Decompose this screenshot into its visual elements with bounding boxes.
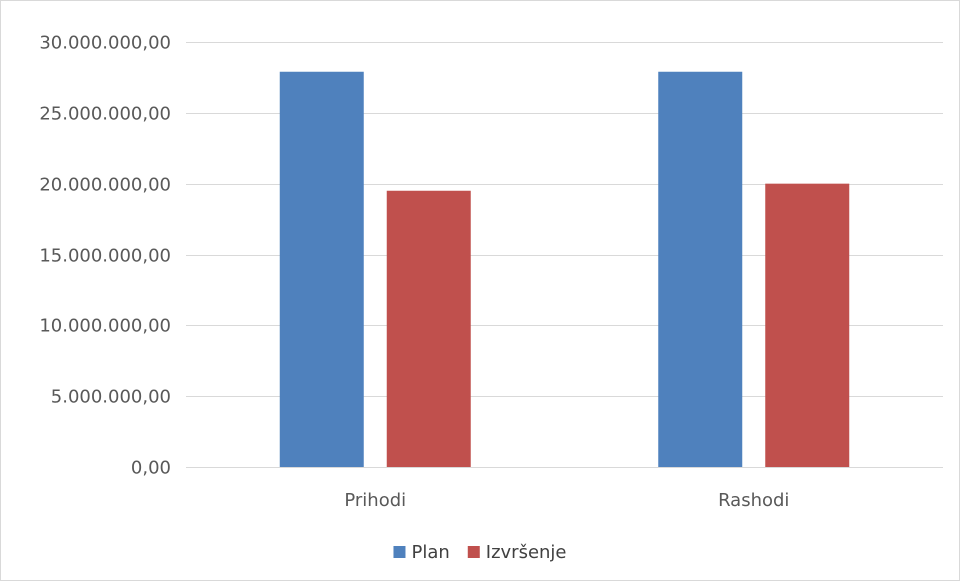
bar-izvršenje-prihodi bbox=[386, 190, 471, 467]
x-category-label: Prihodi bbox=[344, 490, 406, 511]
legend-label: Plan bbox=[411, 542, 449, 563]
legend-swatch bbox=[393, 546, 406, 558]
y-tick-label: 10.000.000,00 bbox=[39, 316, 171, 337]
bar-plan-prihodi bbox=[279, 71, 364, 467]
y-tick-label: 25.000.000,00 bbox=[39, 104, 171, 125]
y-tick-label: 15.000.000,00 bbox=[39, 246, 171, 267]
x-axis-category-labels: Prihodi Rashodi bbox=[344, 490, 789, 511]
legend-label: Izvršenje bbox=[486, 542, 567, 563]
y-tick-label: 20.000.000,00 bbox=[39, 175, 171, 196]
bar-plan-rashodi bbox=[658, 71, 743, 467]
y-tick-label: 30.000.000,00 bbox=[39, 33, 171, 54]
legend: Plan Izvršenje bbox=[393, 542, 567, 563]
y-tick-label: 5.000.000,00 bbox=[51, 387, 171, 408]
y-tick-label: 0,00 bbox=[131, 458, 171, 479]
y-axis-tick-labels: 0,00 5.000.000,00 10.000.000,00 15.000.000,… bbox=[39, 33, 171, 479]
x-category-label: Rashodi bbox=[718, 490, 789, 511]
bar-izvršenje-rashodi bbox=[765, 183, 850, 467]
bars bbox=[279, 71, 850, 467]
legend-swatch bbox=[467, 546, 480, 558]
